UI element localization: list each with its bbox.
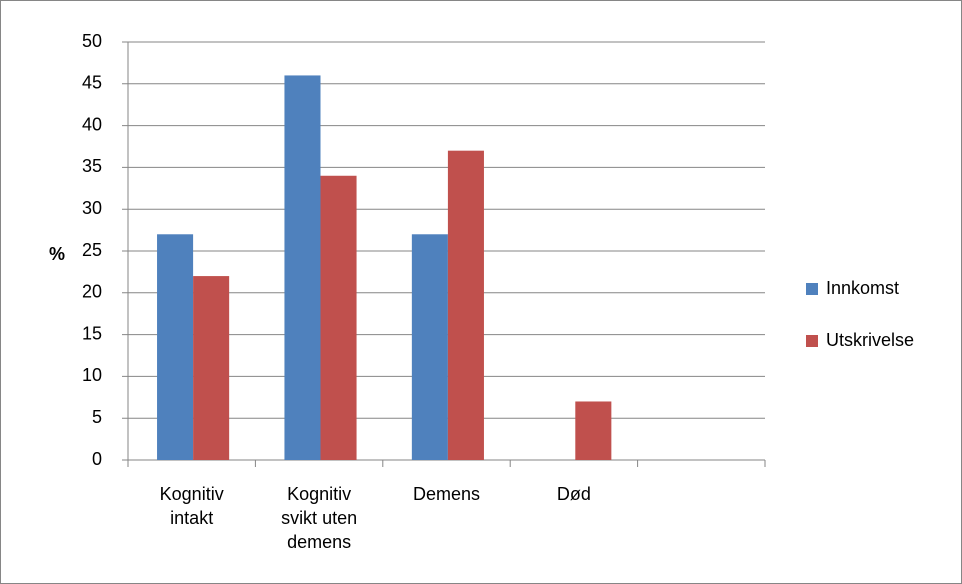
bar	[193, 276, 230, 460]
y-tick-label: 35	[82, 156, 102, 176]
bar	[320, 175, 357, 460]
y-tick-label: 10	[82, 365, 102, 385]
legend-swatch	[806, 283, 818, 295]
bar	[157, 234, 194, 460]
x-tick-label: Død	[556, 484, 591, 504]
y-tick-label: 0	[92, 449, 102, 469]
bar	[575, 401, 612, 460]
y-tick-label: 30	[82, 198, 102, 218]
x-tick-label: Demens	[412, 484, 481, 504]
legend-label: Innkomst	[826, 278, 899, 298]
bar	[411, 234, 448, 460]
x-tick-label: Kognitiv intakt	[159, 484, 224, 528]
legend-label: Utskrivelse	[826, 330, 914, 350]
y-tick-label: 45	[82, 73, 102, 93]
y-tick-label: 25	[82, 240, 102, 260]
y-tick-label: 40	[82, 114, 102, 134]
x-tick-label: Kognitiv svikt uten demens	[281, 484, 358, 552]
y-tick-label: 5	[92, 407, 102, 427]
y-tick-label: 50	[82, 31, 102, 51]
legend-swatch	[806, 335, 818, 347]
y-tick-label: 20	[82, 282, 102, 302]
y-tick-label: 15	[82, 323, 102, 343]
bar	[284, 75, 321, 460]
bar	[447, 150, 484, 460]
y-axis-label: %	[49, 244, 65, 264]
